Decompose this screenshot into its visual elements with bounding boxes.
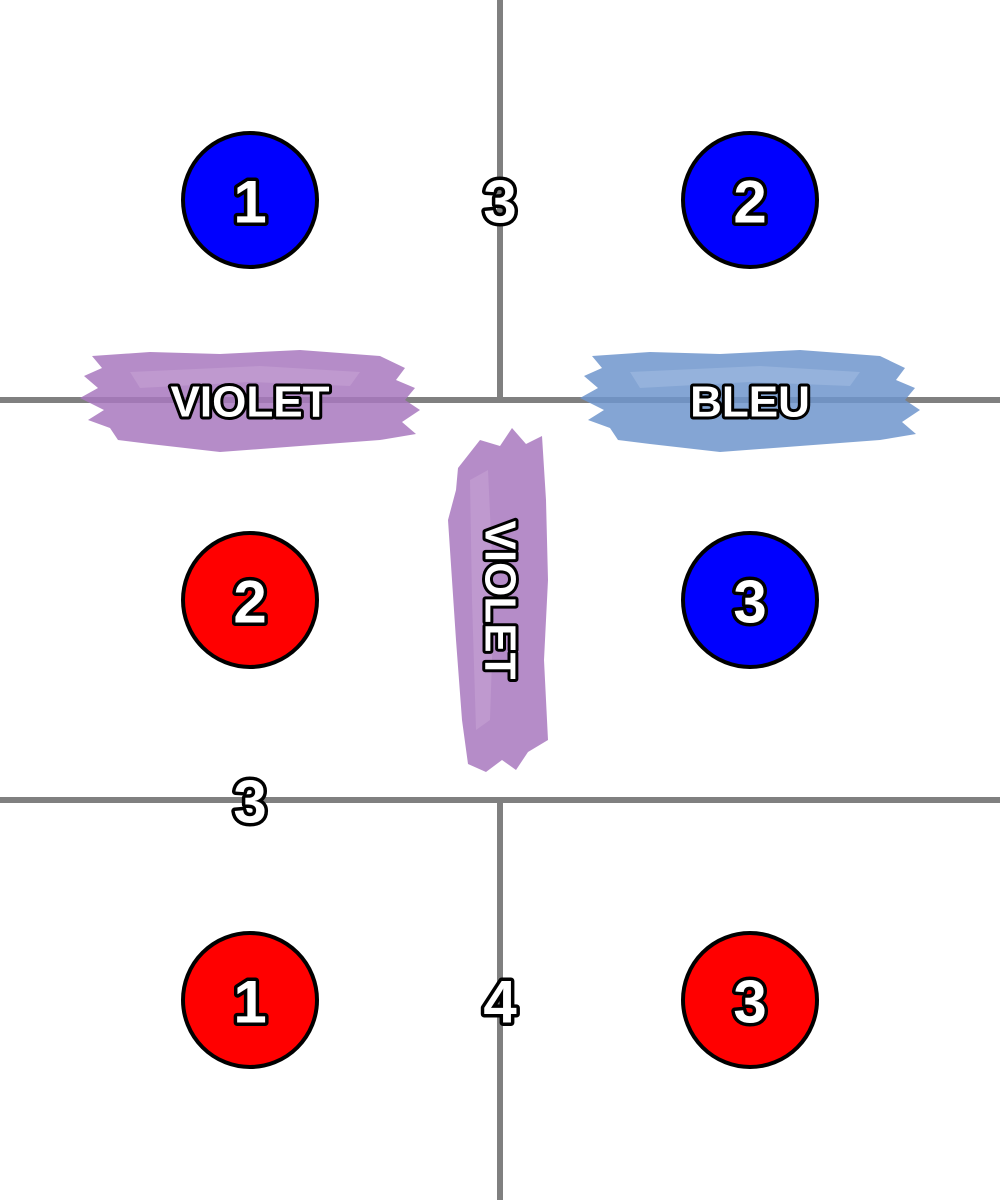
- circle-shape: [681, 531, 819, 669]
- circle-label: 3: [733, 969, 766, 1036]
- brush-label-violet-left: VIOLET: [171, 378, 330, 427]
- circle-red-2: 2: [181, 531, 319, 669]
- brush-texture-bleu-right: [630, 366, 860, 388]
- edge-number-bottom: 4: [483, 969, 517, 1036]
- circle-blue-3: 3: [681, 531, 819, 669]
- circle-red-3: 3: [681, 931, 819, 1069]
- edge-number-left: 3: [233, 769, 266, 836]
- circle-red-1: 1: [181, 931, 319, 1069]
- circle-shape: [181, 531, 319, 669]
- circle-label: 3: [733, 569, 766, 636]
- circle-label: 1: [233, 169, 266, 236]
- circle-shape: [181, 131, 319, 269]
- edge-number-top: 3: [483, 169, 516, 236]
- brush-texture-violet-center: [470, 470, 494, 730]
- circle-blue-1: 1: [181, 131, 319, 269]
- circle-label: 1: [233, 969, 266, 1036]
- brush-texture-violet-left: [130, 366, 360, 388]
- brush-label-bleu-right: BLEU: [690, 378, 810, 427]
- brush-bleu-right: BLEU: [580, 350, 920, 452]
- circle-shape: [181, 931, 319, 1069]
- circle-label: 2: [733, 169, 766, 236]
- circle-shape: [681, 931, 819, 1069]
- brush-violet-left: VIOLET: [80, 350, 420, 452]
- brush-label-violet-center: VIOLET: [476, 521, 525, 680]
- brush-violet-center: VIOLET: [448, 428, 548, 772]
- circle-shape: [681, 131, 819, 269]
- circle-blue-2: 2: [681, 131, 819, 269]
- circle-label: 2: [233, 569, 266, 636]
